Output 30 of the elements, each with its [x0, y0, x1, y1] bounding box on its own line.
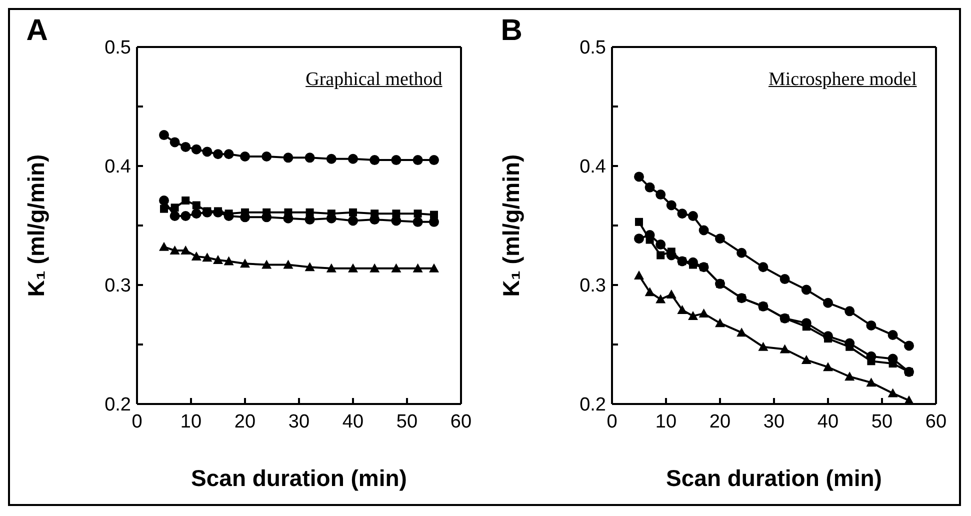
y-tick-label: 0.3 — [104, 276, 132, 297]
x-tick-label: 20 — [234, 411, 256, 432]
y-tick-label: 0.4 — [579, 156, 606, 178]
x-tick-label: 40 — [817, 411, 838, 432]
x-axis-title: Scan duration (min) — [191, 465, 408, 491]
x-tick-label: 50 — [396, 411, 418, 432]
x-tick-label: 40 — [342, 411, 364, 432]
annotation: Graphical method — [306, 69, 442, 91]
chart-title: B — [500, 14, 522, 48]
y-tick-label: 0.5 — [579, 38, 606, 59]
x-tick-label: 60 — [450, 411, 472, 432]
x-tick-label: 10 — [655, 411, 676, 432]
y-axis-title: K₁ (ml/g/min) — [498, 154, 524, 297]
x-tick-label: 20 — [709, 411, 730, 432]
x-tick-label: 60 — [925, 411, 946, 432]
y-axis-title: K₁ (ml/g/min) — [23, 154, 50, 297]
x-tick-label: 30 — [288, 411, 310, 432]
x-tick-label: 30 — [763, 411, 784, 432]
y-tick-label: 0.2 — [579, 394, 606, 416]
x-axis-title: Scan duration (min) — [666, 465, 882, 491]
annotation: Microsphere model — [768, 69, 917, 91]
chart-title: A — [26, 14, 48, 48]
x-tick-label: 10 — [180, 411, 202, 432]
y-tick-label: 0.2 — [104, 394, 132, 416]
x-tick-label: 50 — [871, 411, 892, 432]
x-tick-label: 0 — [132, 411, 143, 432]
x-tick-label: 0 — [606, 411, 618, 432]
y-tick-label: 0.5 — [104, 38, 132, 59]
y-tick-label: 0.4 — [104, 156, 132, 178]
y-tick-label: 0.3 — [579, 276, 606, 297]
